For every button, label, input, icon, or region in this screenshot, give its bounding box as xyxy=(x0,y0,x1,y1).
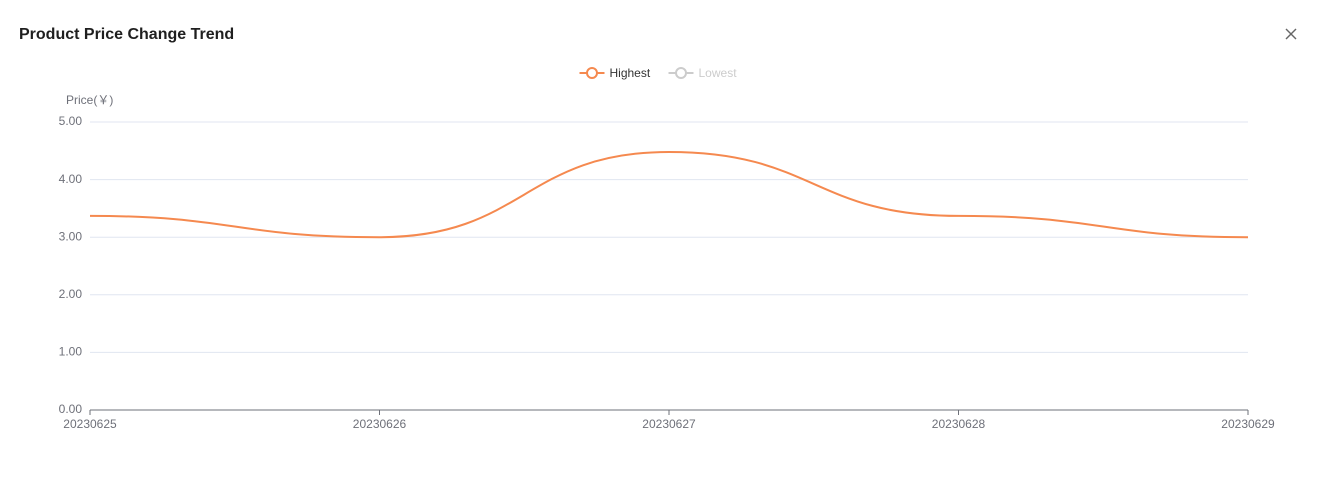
series-line xyxy=(89,150,1249,239)
x-tick-label: 20230625 xyxy=(63,417,117,431)
legend-marker xyxy=(586,67,598,79)
x-tick-label: 20230626 xyxy=(353,417,407,431)
y-tick-label: 1.00 xyxy=(59,345,83,359)
legend-label: Highest xyxy=(610,66,651,80)
y-axis-title: Price(￥) xyxy=(66,93,113,107)
y-tick-label: 0.00 xyxy=(59,402,83,416)
x-tick-label: 20230627 xyxy=(642,417,696,431)
close-icon xyxy=(1285,28,1297,40)
legend-item[interactable]: Highest xyxy=(579,66,651,80)
y-tick-label: 4.00 xyxy=(59,172,83,186)
y-tick-label: 3.00 xyxy=(59,229,83,243)
x-tick-label: 20230629 xyxy=(1221,417,1275,431)
legend-marker xyxy=(675,67,687,79)
legend-item[interactable]: Lowest xyxy=(668,66,738,80)
close-button[interactable] xyxy=(1285,28,1297,40)
x-tick-label: 20230628 xyxy=(932,417,986,431)
y-tick-label: 2.00 xyxy=(59,287,83,301)
y-tick-label: 5.00 xyxy=(59,114,83,128)
modal-title: Product Price Change Trend xyxy=(19,26,234,43)
legend-label: Lowest xyxy=(699,66,738,80)
